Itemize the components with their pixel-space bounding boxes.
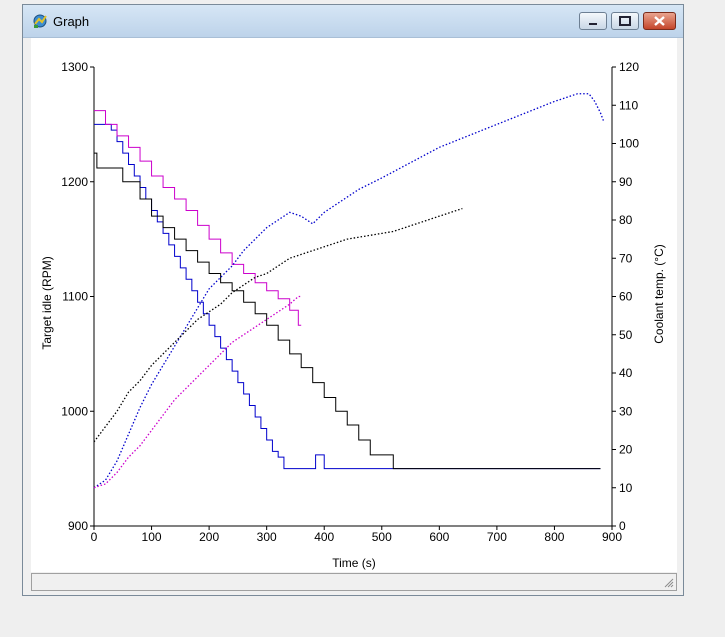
window-title: Graph [53,14,90,29]
close-button[interactable] [643,12,676,30]
maximize-icon [619,16,631,26]
x-tick-label: 300 [257,530,277,544]
graph-window: Graph 0 100 200 300 400 500 600 700 800 900 900 100… [22,4,684,596]
y-axis-right-label: Coolant temp. (°C) [652,244,666,344]
x-axis-label: Time (s) [332,556,376,570]
close-icon [654,16,665,26]
title-bar[interactable]: Graph [23,5,683,38]
x-tick-label: 600 [429,530,449,544]
y-right-tick-label: 40 [619,366,633,380]
y-right-tick-label: 60 [619,290,633,304]
idle-rpm-series-2 [94,110,302,326]
coolant-temp-series-5 [93,295,302,489]
x-tick-label: 900 [602,530,622,544]
x-tick-label: 700 [487,530,507,544]
y-left-tick-label: 1300 [61,60,88,74]
y-right-tick-label: 90 [619,175,633,189]
x-tick-label: 200 [199,530,219,544]
y-axis-left-label: Target idle (RPM) [40,256,54,349]
plot-area: 0 100 200 300 400 500 600 700 800 900 900 1000 1100 1… [31,38,677,572]
y-right-tick-label: 110 [619,98,638,112]
minimize-button[interactable] [579,12,607,30]
y-right-tick-label: 70 [619,251,633,265]
y-right-tick-label: 20 [619,443,633,457]
idle-rpm-series-1 [94,152,601,470]
resize-grip-icon[interactable] [662,576,674,588]
coolant-temp-series-4 [93,207,463,443]
x-tick-label: 100 [142,530,162,544]
y-right-tick-label: 0 [619,519,626,533]
y-right-tick-label: 80 [619,213,633,227]
y-left-tick-label: 1000 [61,404,88,418]
x-tick-label: 800 [544,530,564,544]
x-tick-label: 500 [372,530,392,544]
status-bar [31,573,677,591]
y-right-tick-label: 120 [619,60,639,74]
y-right-tick-label: 50 [619,328,633,342]
y-right-tick-label: 100 [619,137,639,151]
y-right-tick-label: 30 [619,404,633,418]
app-icon [33,14,47,28]
y-left-tick-label: 900 [68,519,88,533]
y-left-tick-label: 1200 [61,175,88,189]
x-tick-label: 400 [314,530,334,544]
chart: 0 100 200 300 400 500 600 700 800 900900100011001… [40,60,666,570]
coolant-temp-series-3 [93,93,604,489]
y-right-tick-label: 10 [619,481,633,495]
y-left-tick-label: 1100 [62,290,88,304]
maximize-button[interactable] [611,12,639,30]
minimize-icon [589,23,597,25]
x-tick-label: 0 [91,530,98,544]
